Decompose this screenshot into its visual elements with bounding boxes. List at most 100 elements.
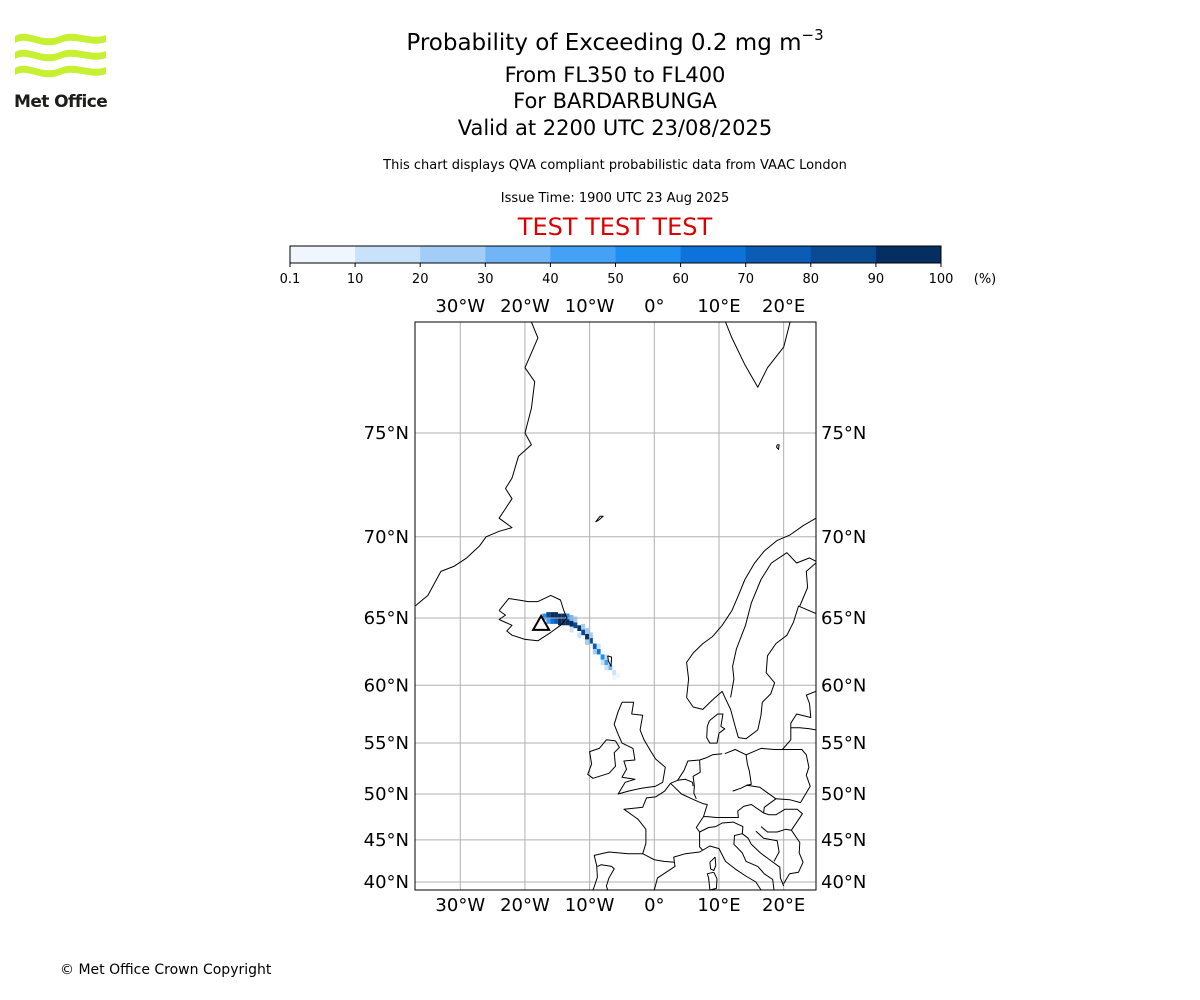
- colorbar-tick-label: 40: [542, 272, 559, 287]
- plume-cell: [542, 613, 547, 620]
- border-france-east: [670, 782, 708, 851]
- lat-label-left: 50°N: [364, 784, 409, 805]
- plume-cell: [573, 622, 578, 629]
- plume-cell: [604, 654, 609, 660]
- plume-cell: [596, 649, 601, 655]
- border-germany-poland: [745, 754, 752, 786]
- lat-label-left: 40°N: [364, 872, 409, 893]
- lon-label-top: 10°W: [565, 296, 615, 317]
- colorbar-tick-label: 80: [803, 272, 820, 287]
- coastlines: [415, 322, 816, 890]
- coastline-continent-west: [592, 753, 723, 890]
- colorbar-unit-label: (%): [974, 272, 997, 287]
- border-benelux-germany: [692, 759, 701, 800]
- lon-label-top: 0°: [644, 296, 664, 317]
- met-office-logo: Met Office: [14, 30, 109, 112]
- plume-cell: [612, 675, 617, 681]
- issue-time-text: Issue Time: 1900 UTC 23 Aug 2025: [500, 191, 730, 206]
- border-france-spain: [642, 853, 675, 863]
- colorbar-tick-label: 50: [607, 272, 624, 287]
- met-office-wordmark: Met Office: [14, 92, 108, 112]
- wave-logo-icon: [15, 33, 106, 78]
- plume-cell: [604, 664, 609, 671]
- coastline-bear-island: [776, 444, 780, 450]
- lon-label-bottom: 0°: [644, 895, 664, 916]
- plume-cell: [600, 654, 605, 660]
- lat-label-right: 55°N: [821, 733, 866, 754]
- colorbar-segment: [420, 246, 486, 263]
- lat-label-right: 70°N: [821, 527, 866, 548]
- plume-cell: [577, 625, 582, 632]
- plume-cell: [565, 613, 570, 620]
- coastline-norway: [686, 517, 816, 698]
- lon-label-bottom: 20°W: [500, 895, 550, 916]
- lat-label-left: 60°N: [364, 675, 409, 696]
- lat-label-right: 40°N: [821, 872, 866, 893]
- lon-label-bottom: 20°E: [762, 895, 805, 916]
- lat-label-left: 45°N: [364, 830, 409, 851]
- plume-cell: [569, 620, 574, 627]
- colorbar: 0.1 10 20 30 40 50 60 70 80 90 100 (%): [280, 245, 997, 287]
- border-norway-sweden: [730, 552, 816, 698]
- plume-cell: [612, 670, 617, 676]
- plume-cell: [546, 612, 551, 619]
- border-baltic-borders: [790, 727, 816, 731]
- graticule: [415, 322, 816, 890]
- axis-labels: 30°W 30°W 20°W 20°W 10°W 10°W 0° 0° 10°E 10°E 20°E…: [364, 296, 867, 916]
- chart-description: This chart displays QVA compliant probab…: [383, 158, 847, 173]
- lon-label-bottom: 10°E: [697, 895, 740, 916]
- plume-cell: [557, 613, 562, 620]
- flight-levels-text: From FL350 to FL400: [504, 63, 726, 87]
- plume-cell: [608, 664, 613, 671]
- coastline-great-britain: [613, 701, 666, 795]
- lon-label-top: 10°E: [697, 296, 740, 317]
- copyright-notice: © Met Office Crown Copyright: [60, 962, 272, 978]
- map-background: [415, 322, 816, 890]
- coastline-iceland: [498, 594, 568, 642]
- colorbar-segment: [810, 246, 877, 263]
- chart-title: Probability of Exceeding 0.2 mg m−3: [215, 26, 1015, 56]
- colorbar-tick-label: 10: [347, 272, 364, 287]
- plume-cell: [588, 638, 593, 644]
- colorbar-segment: [680, 246, 747, 263]
- plume-cell: [588, 632, 593, 639]
- plume-cell: [592, 649, 597, 655]
- lat-label-right: 75°N: [821, 423, 866, 444]
- plume-cell: [604, 659, 609, 665]
- border-sweden-finland: [799, 562, 816, 607]
- lon-label-top: 20°E: [762, 296, 805, 317]
- chart-title-main: Probability of Exceeding 0.2 mg m: [406, 30, 802, 56]
- lon-label-bottom: 30°W: [435, 895, 485, 916]
- test-banner: TEST TEST TEST: [517, 213, 713, 241]
- coastline-sardinia: [706, 871, 718, 890]
- border-spain-portugal: [597, 864, 615, 890]
- plume-cell: [557, 619, 562, 626]
- plume-cell: [581, 623, 586, 630]
- coastline-jutland: [706, 713, 726, 744]
- volcano-name-text: For BARDARBUNGA: [513, 89, 717, 113]
- lat-label-right: 60°N: [821, 675, 866, 696]
- coastline-ireland: [587, 739, 620, 779]
- ash-probability-plume: [542, 612, 621, 681]
- border-hungary-slovakia: [763, 808, 803, 831]
- border-croatia-bosnia: [755, 830, 780, 862]
- lat-label-left: 70°N: [364, 527, 409, 548]
- lat-label-left: 75°N: [364, 423, 409, 444]
- plume-cell: [573, 616, 578, 623]
- colorbar-tick-label: 60: [672, 272, 689, 287]
- plume-cell: [550, 618, 555, 624]
- lat-label-right: 45°N: [821, 830, 866, 851]
- plume-cell: [577, 632, 582, 639]
- coastline-mediterranean-north: [653, 845, 762, 890]
- colorbar-tick-label: 20: [412, 272, 429, 287]
- plume-cell: [600, 659, 605, 665]
- colorbar-segment: [355, 246, 421, 263]
- plume-cell: [554, 618, 558, 624]
- colorbar-segment: [615, 246, 682, 263]
- lon-label-top: 20°W: [500, 296, 550, 317]
- lat-label-right: 50°N: [821, 784, 866, 805]
- chart-title-exponent: −3: [801, 26, 824, 44]
- plume-cell: [596, 643, 601, 650]
- border-germany-czech-austria: [703, 784, 777, 818]
